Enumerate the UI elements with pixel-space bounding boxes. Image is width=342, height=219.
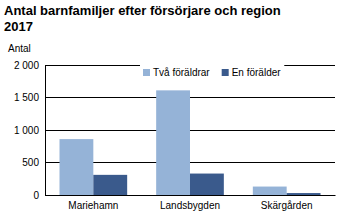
x-axis: Mariehamn Landsbygden Skärgården [46,195,336,211]
tick: 1 500 [14,92,45,103]
tick-label: 1 500 [14,92,39,103]
tick-label: 1 000 [14,125,39,136]
tick: 0 [33,190,45,201]
y-axis: 0 500 1 000 1 500 2 000 [14,60,46,201]
tick: Mariehamn [68,195,118,211]
legend-item: Två föräldrar [143,67,210,78]
legend-item: En förälder [222,67,282,78]
bar [93,175,127,195]
tick: Landsbygden [160,195,220,211]
tick: Skärgården [261,195,313,211]
legend: Två föräldrar En förälder [140,65,284,80]
y-axis-title: Antal [8,43,31,54]
bar [190,174,224,195]
plot: 0 500 1 000 1 500 2 000 Mariehamn Landsbygden S… [14,60,336,211]
legend-label: Två föräldrar [153,67,210,78]
legend-swatch [222,69,229,76]
legend-swatch [143,69,150,76]
bar [287,193,321,195]
tick-label: 500 [22,157,39,168]
tick-label: Landsbygden [160,200,220,211]
bars [60,90,321,195]
chart: Antal barnfamiljer efter försörjare och … [0,0,342,219]
tick-label: 0 [33,190,39,201]
axis-line [46,195,336,196]
bar [156,90,190,195]
bar [253,187,287,195]
tick-label: Skärgården [261,200,313,211]
legend-background [140,65,284,80]
tick: 2 000 [14,60,45,71]
title: Antal barnfamiljer efter försörjare och … [4,3,281,34]
legend-label: En förälder [232,67,282,78]
axis-line [45,66,46,196]
tick-label: 2 000 [14,60,39,71]
grid [45,65,335,195]
tick: 500 [22,157,45,168]
tick-label: Mariehamn [68,200,118,211]
tick: 1 000 [14,125,45,136]
bar [60,139,94,195]
